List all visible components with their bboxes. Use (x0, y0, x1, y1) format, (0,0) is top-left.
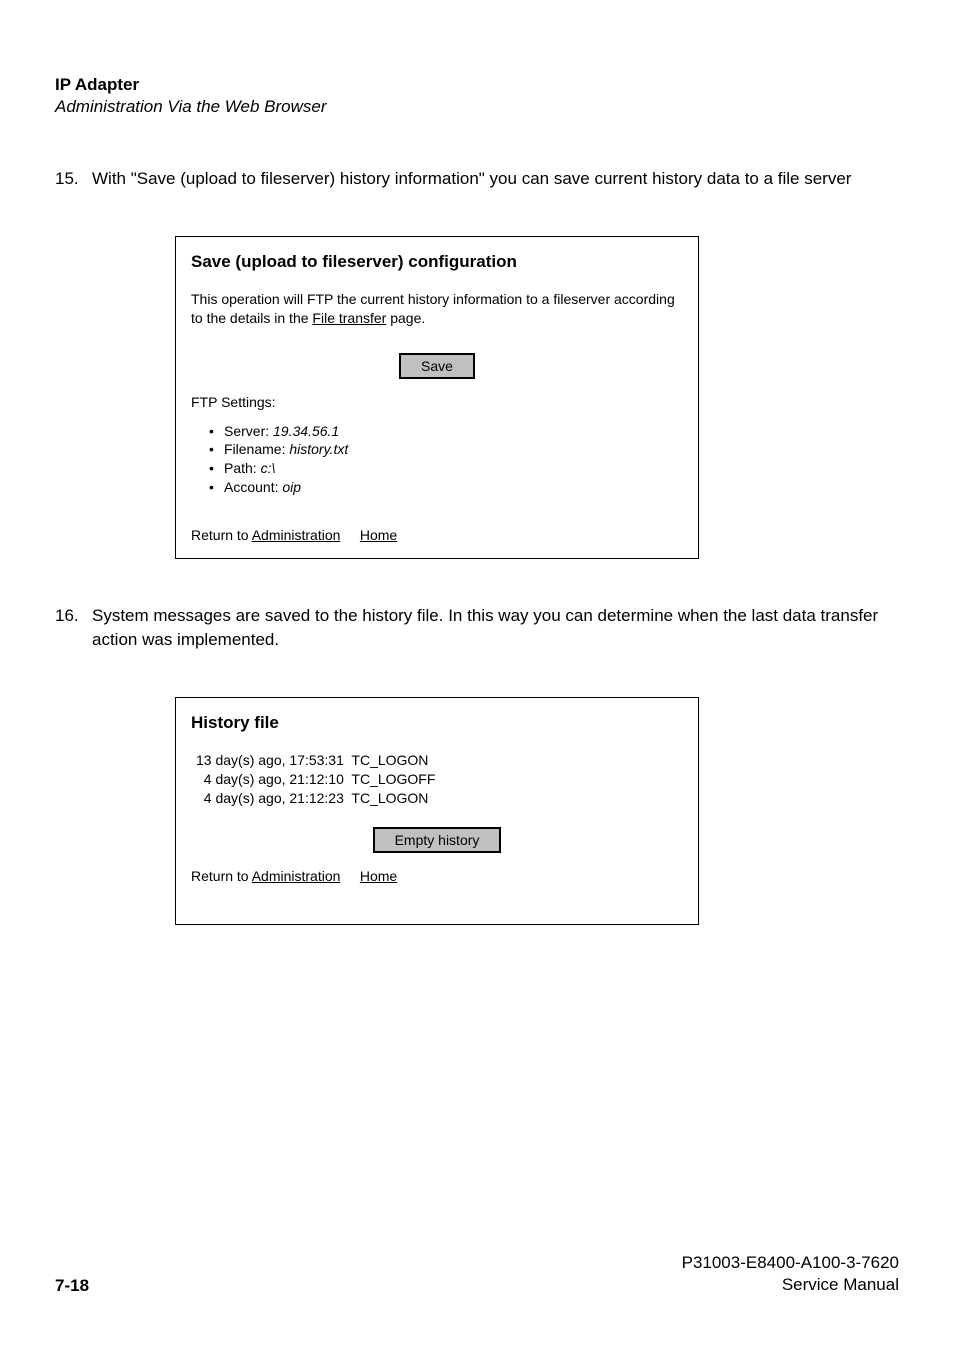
doc-header-subtitle: Administration Via the Web Browser (55, 97, 899, 117)
file-transfer-link[interactable]: File transfer (312, 310, 386, 326)
list-item-15: 15. With "Save (upload to fileserver) hi… (55, 167, 899, 191)
ftp-account-label: Account: (224, 479, 282, 495)
return-line: Return to Administration Home (191, 527, 683, 543)
history-file-panel: History file 13 day(s) ago, 17:53:31 TC_… (175, 697, 699, 926)
button-row: Save (191, 353, 683, 379)
return-pre: Return to (191, 868, 252, 884)
ftp-filename-label: Filename: (224, 441, 289, 457)
ftp-filename-item: Filename: history.txt (209, 440, 683, 459)
save-config-panel: Save (upload to fileserver) configuratio… (175, 236, 699, 559)
ftp-settings-list: Server: 19.34.56.1 Filename: history.txt… (209, 422, 683, 498)
history-row: 4 day(s) ago, 21:12:23 TC_LOGON (196, 789, 683, 808)
ftp-account-value: oip (282, 479, 301, 495)
ftp-account-item: Account: oip (209, 478, 683, 497)
ftp-path-item: Path: c:\ (209, 459, 683, 478)
ftp-server-item: Server: 19.34.56.1 (209, 422, 683, 441)
description-pre: This operation will FTP the current hist… (191, 291, 675, 326)
ftp-server-value: 19.34.56.1 (273, 423, 339, 439)
page-footer: 7-18 P31003-E8400-A100-3-7620 Service Ma… (55, 1252, 899, 1296)
ftp-server-label: Server: (224, 423, 273, 439)
return-pre: Return to (191, 527, 252, 543)
doc-header-title: IP Adapter (55, 75, 899, 95)
history-entries: 13 day(s) ago, 17:53:31 TC_LOGON 4 day(s… (196, 751, 683, 808)
administration-link[interactable]: Administration (252, 527, 341, 543)
ftp-settings-label: FTP Settings: (191, 394, 683, 410)
item-number: 16. (55, 604, 92, 652)
item-text: System messages are saved to the history… (92, 604, 899, 652)
panel-description: This operation will FTP the current hist… (191, 290, 683, 328)
panel-title: Save (upload to fileserver) configuratio… (191, 252, 683, 272)
history-row: 13 day(s) ago, 17:53:31 TC_LOGON (196, 751, 683, 770)
doc-id: P31003-E8400-A100-3-7620 (682, 1252, 899, 1274)
item-number: 15. (55, 167, 92, 191)
home-link[interactable]: Home (360, 868, 397, 884)
button-row: Empty history (191, 827, 683, 853)
panel-title: History file (191, 713, 683, 733)
return-line: Return to Administration Home (191, 868, 683, 884)
ftp-filename-value: history.txt (289, 441, 348, 457)
ftp-path-value: c:\ (261, 460, 276, 476)
save-button[interactable]: Save (399, 353, 475, 379)
list-item-16: 16. System messages are saved to the his… (55, 604, 899, 652)
doc-type: Service Manual (682, 1274, 899, 1296)
empty-history-button[interactable]: Empty history (373, 827, 502, 853)
administration-link[interactable]: Administration (252, 868, 341, 884)
home-link[interactable]: Home (360, 527, 397, 543)
description-post: page. (386, 310, 425, 326)
footer-doc-info: P31003-E8400-A100-3-7620 Service Manual (682, 1252, 899, 1296)
item-text: With "Save (upload to fileserver) histor… (92, 167, 899, 191)
page-number: 7-18 (55, 1276, 89, 1296)
ftp-path-label: Path: (224, 460, 261, 476)
history-row: 4 day(s) ago, 21:12:10 TC_LOGOFF (196, 770, 683, 789)
